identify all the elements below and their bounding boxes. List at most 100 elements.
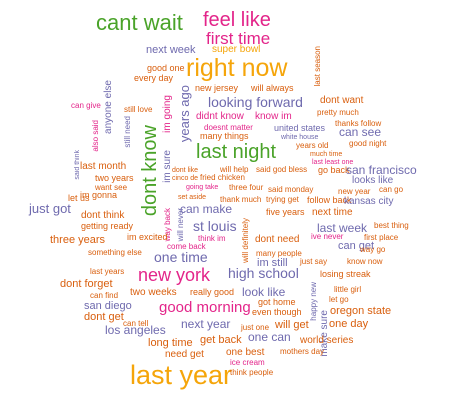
word: just one <box>241 323 270 332</box>
word: best thing <box>374 221 409 230</box>
word: let us <box>68 193 90 203</box>
word: last least one <box>312 159 354 166</box>
word: san diego <box>84 300 132 312</box>
word: three years <box>50 234 106 246</box>
word: happy new <box>309 282 318 321</box>
word: one day <box>329 318 369 330</box>
word: new year <box>338 187 371 196</box>
word: dont want <box>320 95 364 106</box>
word: super bowl <box>212 44 261 55</box>
word: one best <box>226 347 265 358</box>
word: im still <box>257 257 288 269</box>
word: last week <box>317 221 368 235</box>
word: can get <box>338 240 375 252</box>
word: next time <box>312 207 353 218</box>
word: im excited <box>127 232 168 242</box>
word: good one <box>147 63 185 73</box>
word: many people <box>256 249 302 258</box>
word: will never <box>176 208 185 242</box>
word: dont think <box>81 210 125 221</box>
word: oregon state <box>330 305 392 317</box>
word: right now <box>186 54 288 82</box>
word: thanks follow <box>335 119 382 128</box>
word: way go <box>360 245 386 254</box>
word: come back <box>167 242 206 251</box>
word: new york <box>138 265 211 285</box>
word: first place <box>364 233 399 242</box>
word: fried chicken <box>200 173 245 182</box>
word: will get <box>275 319 309 331</box>
word: last month <box>80 161 127 172</box>
word: trying get <box>266 195 299 204</box>
word: years old <box>296 141 329 150</box>
word: much time <box>310 151 343 158</box>
word: dont forget <box>60 278 113 290</box>
word: can find <box>90 291 119 300</box>
word: high school <box>228 265 299 281</box>
word: said monday <box>268 185 314 194</box>
word: getting ready <box>81 221 134 231</box>
word: still love <box>124 105 153 114</box>
word: will always <box>251 83 294 93</box>
word: good morning <box>159 299 251 316</box>
word: last season <box>313 46 322 87</box>
word: last years <box>90 267 125 276</box>
word: look like <box>242 285 286 299</box>
word: last night <box>196 141 277 163</box>
word: something else <box>88 248 142 257</box>
word: will definitely <box>241 218 250 263</box>
word: dont get <box>84 311 124 323</box>
word: know now <box>347 257 383 266</box>
word: just say <box>300 257 328 266</box>
word: also said <box>91 120 100 152</box>
word: little girl <box>334 285 362 294</box>
word: next week <box>146 44 196 56</box>
word: ive never <box>311 232 344 241</box>
word: doesnt matter <box>204 123 253 132</box>
word: ice cream <box>230 358 265 367</box>
word: said god bless <box>256 165 308 174</box>
word: thank much <box>220 195 262 204</box>
word: united states <box>274 123 326 133</box>
word: mothers day <box>280 347 325 356</box>
word: still need <box>123 116 132 148</box>
word: feel like <box>203 9 271 31</box>
word: want see <box>95 183 128 192</box>
word: cinco de <box>172 175 199 182</box>
word: last year <box>130 360 233 390</box>
word: even though <box>252 307 302 317</box>
word: good night <box>349 139 387 148</box>
word: new jersey <box>195 83 239 93</box>
word: looks like <box>352 175 394 186</box>
word: many things <box>200 131 249 141</box>
word: first time <box>206 29 271 48</box>
word: white house <box>281 134 319 141</box>
word: dont need <box>255 234 300 245</box>
word: let go <box>329 295 349 304</box>
word: get back <box>200 334 242 346</box>
word: going take <box>186 184 219 191</box>
word: think people <box>230 368 274 377</box>
word: next year <box>181 317 231 331</box>
word: losing streak <box>320 269 371 279</box>
word: dont like <box>172 167 199 174</box>
word: long time <box>148 337 193 349</box>
word: st louis <box>193 218 237 234</box>
word: im going <box>162 95 173 133</box>
word: pretty much <box>317 108 359 117</box>
word: just got <box>29 201 71 216</box>
word: three four <box>229 183 264 192</box>
word: really good <box>190 287 235 297</box>
word: can see <box>339 125 382 139</box>
word: im gonna <box>80 190 118 200</box>
word: two years <box>95 173 134 183</box>
word: one can <box>248 330 291 344</box>
word: can go <box>379 185 404 194</box>
word: dont know <box>139 125 161 217</box>
word: two weeks <box>130 287 177 298</box>
word: know im <box>255 111 292 122</box>
word: can give <box>71 101 101 110</box>
word: can tell <box>123 319 149 328</box>
word: set aside <box>178 194 207 201</box>
